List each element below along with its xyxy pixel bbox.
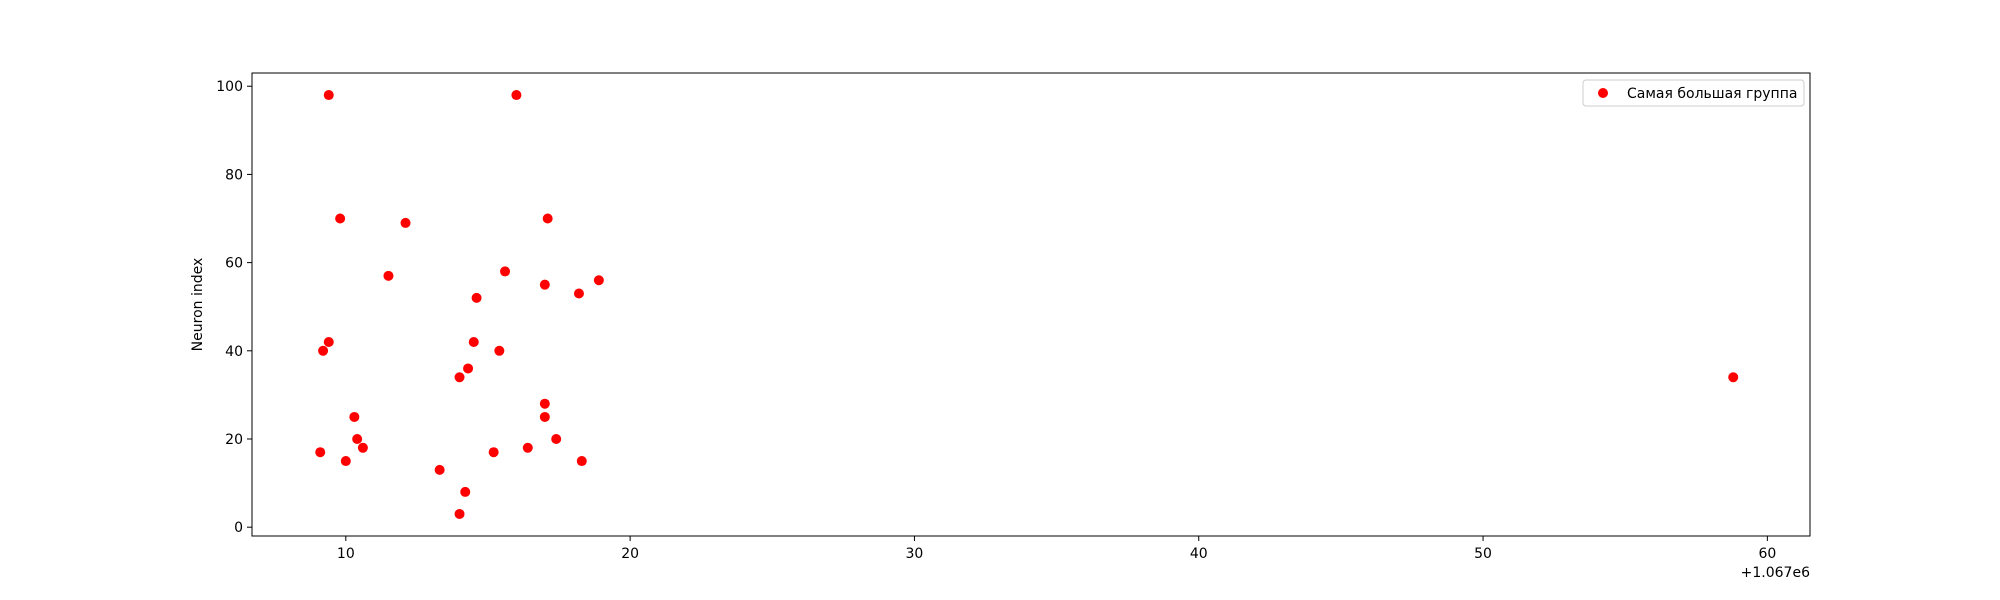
- data-point: [323, 336, 334, 347]
- x-tick-label: 10: [337, 546, 355, 562]
- data-point: [522, 442, 533, 453]
- legend-marker: [1598, 88, 1608, 98]
- data-point: [315, 447, 326, 458]
- data-point: [511, 90, 522, 101]
- data-points: [315, 90, 1739, 519]
- data-point: [494, 345, 505, 356]
- y-axis-label: Neuron index: [190, 258, 206, 352]
- x-axis-offset-label: +1.067e6: [1741, 565, 1810, 581]
- legend-entry-label: Самая большая группа: [1627, 86, 1797, 102]
- data-point: [349, 411, 360, 422]
- data-point: [383, 270, 394, 281]
- y-tick-label: 20: [225, 432, 243, 448]
- data-point: [434, 464, 445, 475]
- data-point: [460, 486, 471, 497]
- data-point: [542, 213, 553, 224]
- data-point: [352, 433, 363, 444]
- data-point: [539, 279, 550, 290]
- x-axis-ticks: 10 20 30 40 50 60: [337, 536, 1776, 562]
- data-point: [551, 433, 562, 444]
- y-axis-ticks: 0 20 40 60 80 100: [216, 79, 252, 536]
- data-point: [340, 456, 351, 467]
- data-point: [357, 442, 368, 453]
- data-point: [454, 372, 465, 383]
- x-tick-label: 50: [1474, 546, 1492, 562]
- y-tick-label: 80: [225, 167, 243, 183]
- data-point: [539, 398, 550, 409]
- data-point: [539, 411, 550, 422]
- plot-area-frame: [251, 72, 1811, 537]
- data-point: [468, 336, 479, 347]
- data-point: [318, 345, 329, 356]
- y-tick-label: 60: [225, 256, 243, 272]
- data-point: [463, 363, 474, 374]
- data-point: [576, 456, 587, 467]
- x-tick-label: 20: [621, 546, 639, 562]
- y-tick-label: 40: [225, 344, 243, 360]
- data-point: [488, 447, 499, 458]
- legend-box: [1582, 79, 1805, 107]
- data-point: [500, 266, 511, 277]
- x-tick-label: 40: [1190, 546, 1208, 562]
- x-tick-label: 30: [906, 546, 924, 562]
- legend: Самая большая группа: [1582, 79, 1805, 107]
- data-point: [573, 288, 584, 299]
- data-point: [1728, 372, 1739, 383]
- data-point: [323, 90, 334, 101]
- data-point: [593, 275, 604, 286]
- y-tick-label: 100: [216, 79, 243, 95]
- y-tick-label: 0: [234, 520, 243, 536]
- data-point: [335, 213, 346, 224]
- x-tick-label: 60: [1758, 546, 1776, 562]
- data-point: [471, 292, 482, 303]
- data-point: [454, 508, 465, 519]
- data-point: [400, 217, 411, 228]
